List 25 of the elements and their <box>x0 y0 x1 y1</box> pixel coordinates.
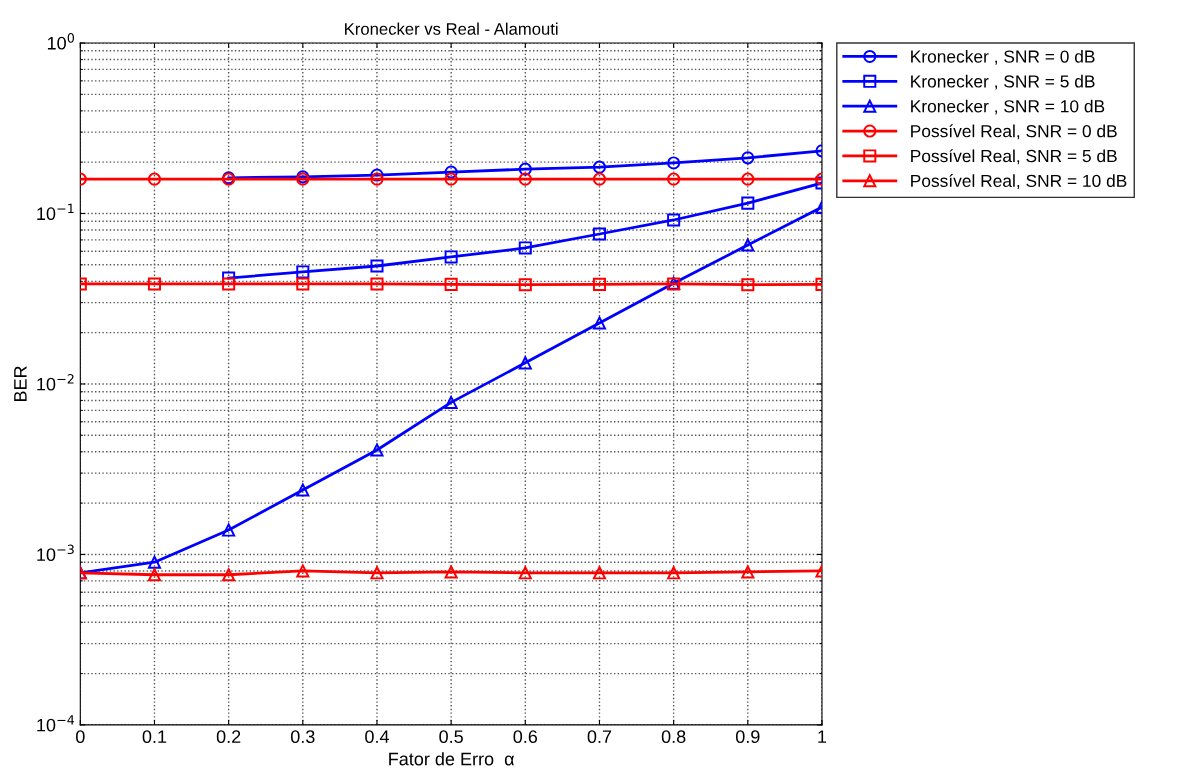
x-tick-label: 0.9 <box>735 730 760 744</box>
legend-label: Kronecker , SNR = 10 dB <box>911 99 1105 115</box>
y-tick-label: 10$^{−1}$ <box>37 203 74 221</box>
x-tick-label: 0.8 <box>661 730 686 744</box>
x-axis-title: Fator de Erro α <box>389 752 515 766</box>
legend-label: Kronecker , SNR = 5 dB <box>911 74 1095 90</box>
x-tick-label: 1 <box>818 730 827 743</box>
x-tick-label: 0.5 <box>439 730 463 744</box>
x-tick-label: 0 <box>75 730 85 744</box>
x-tick-label: 0.7 <box>587 730 612 744</box>
x-tick-label: 0.3 <box>290 730 315 744</box>
y-tick-label: 10$^{−3}$ <box>37 544 74 562</box>
x-tick-label: 0.2 <box>216 730 241 744</box>
legend-label: Kronecker , SNR = 0 dB <box>911 49 1095 65</box>
legend-label: Possível Real, SNR = 10 dB <box>911 174 1127 190</box>
x-tick-label: 0.6 <box>513 730 538 744</box>
y-tick-label: 10$^{0}$ <box>47 33 75 50</box>
chart-title: Kronecker vs Real - Alamouti <box>345 22 558 35</box>
x-tick-label: 0.1 <box>142 730 167 744</box>
y-axis-title: BER <box>14 366 27 402</box>
legend-label: Possível Real, SNR = 5 dB <box>911 149 1117 165</box>
y-tick-label: 10$^{−4}$ <box>37 715 75 732</box>
x-tick-label: 0.4 <box>365 730 389 744</box>
legend-label: Possível Real, SNR = 0 dB <box>911 124 1117 140</box>
y-tick-label: 10$^{−2}$ <box>37 374 74 391</box>
